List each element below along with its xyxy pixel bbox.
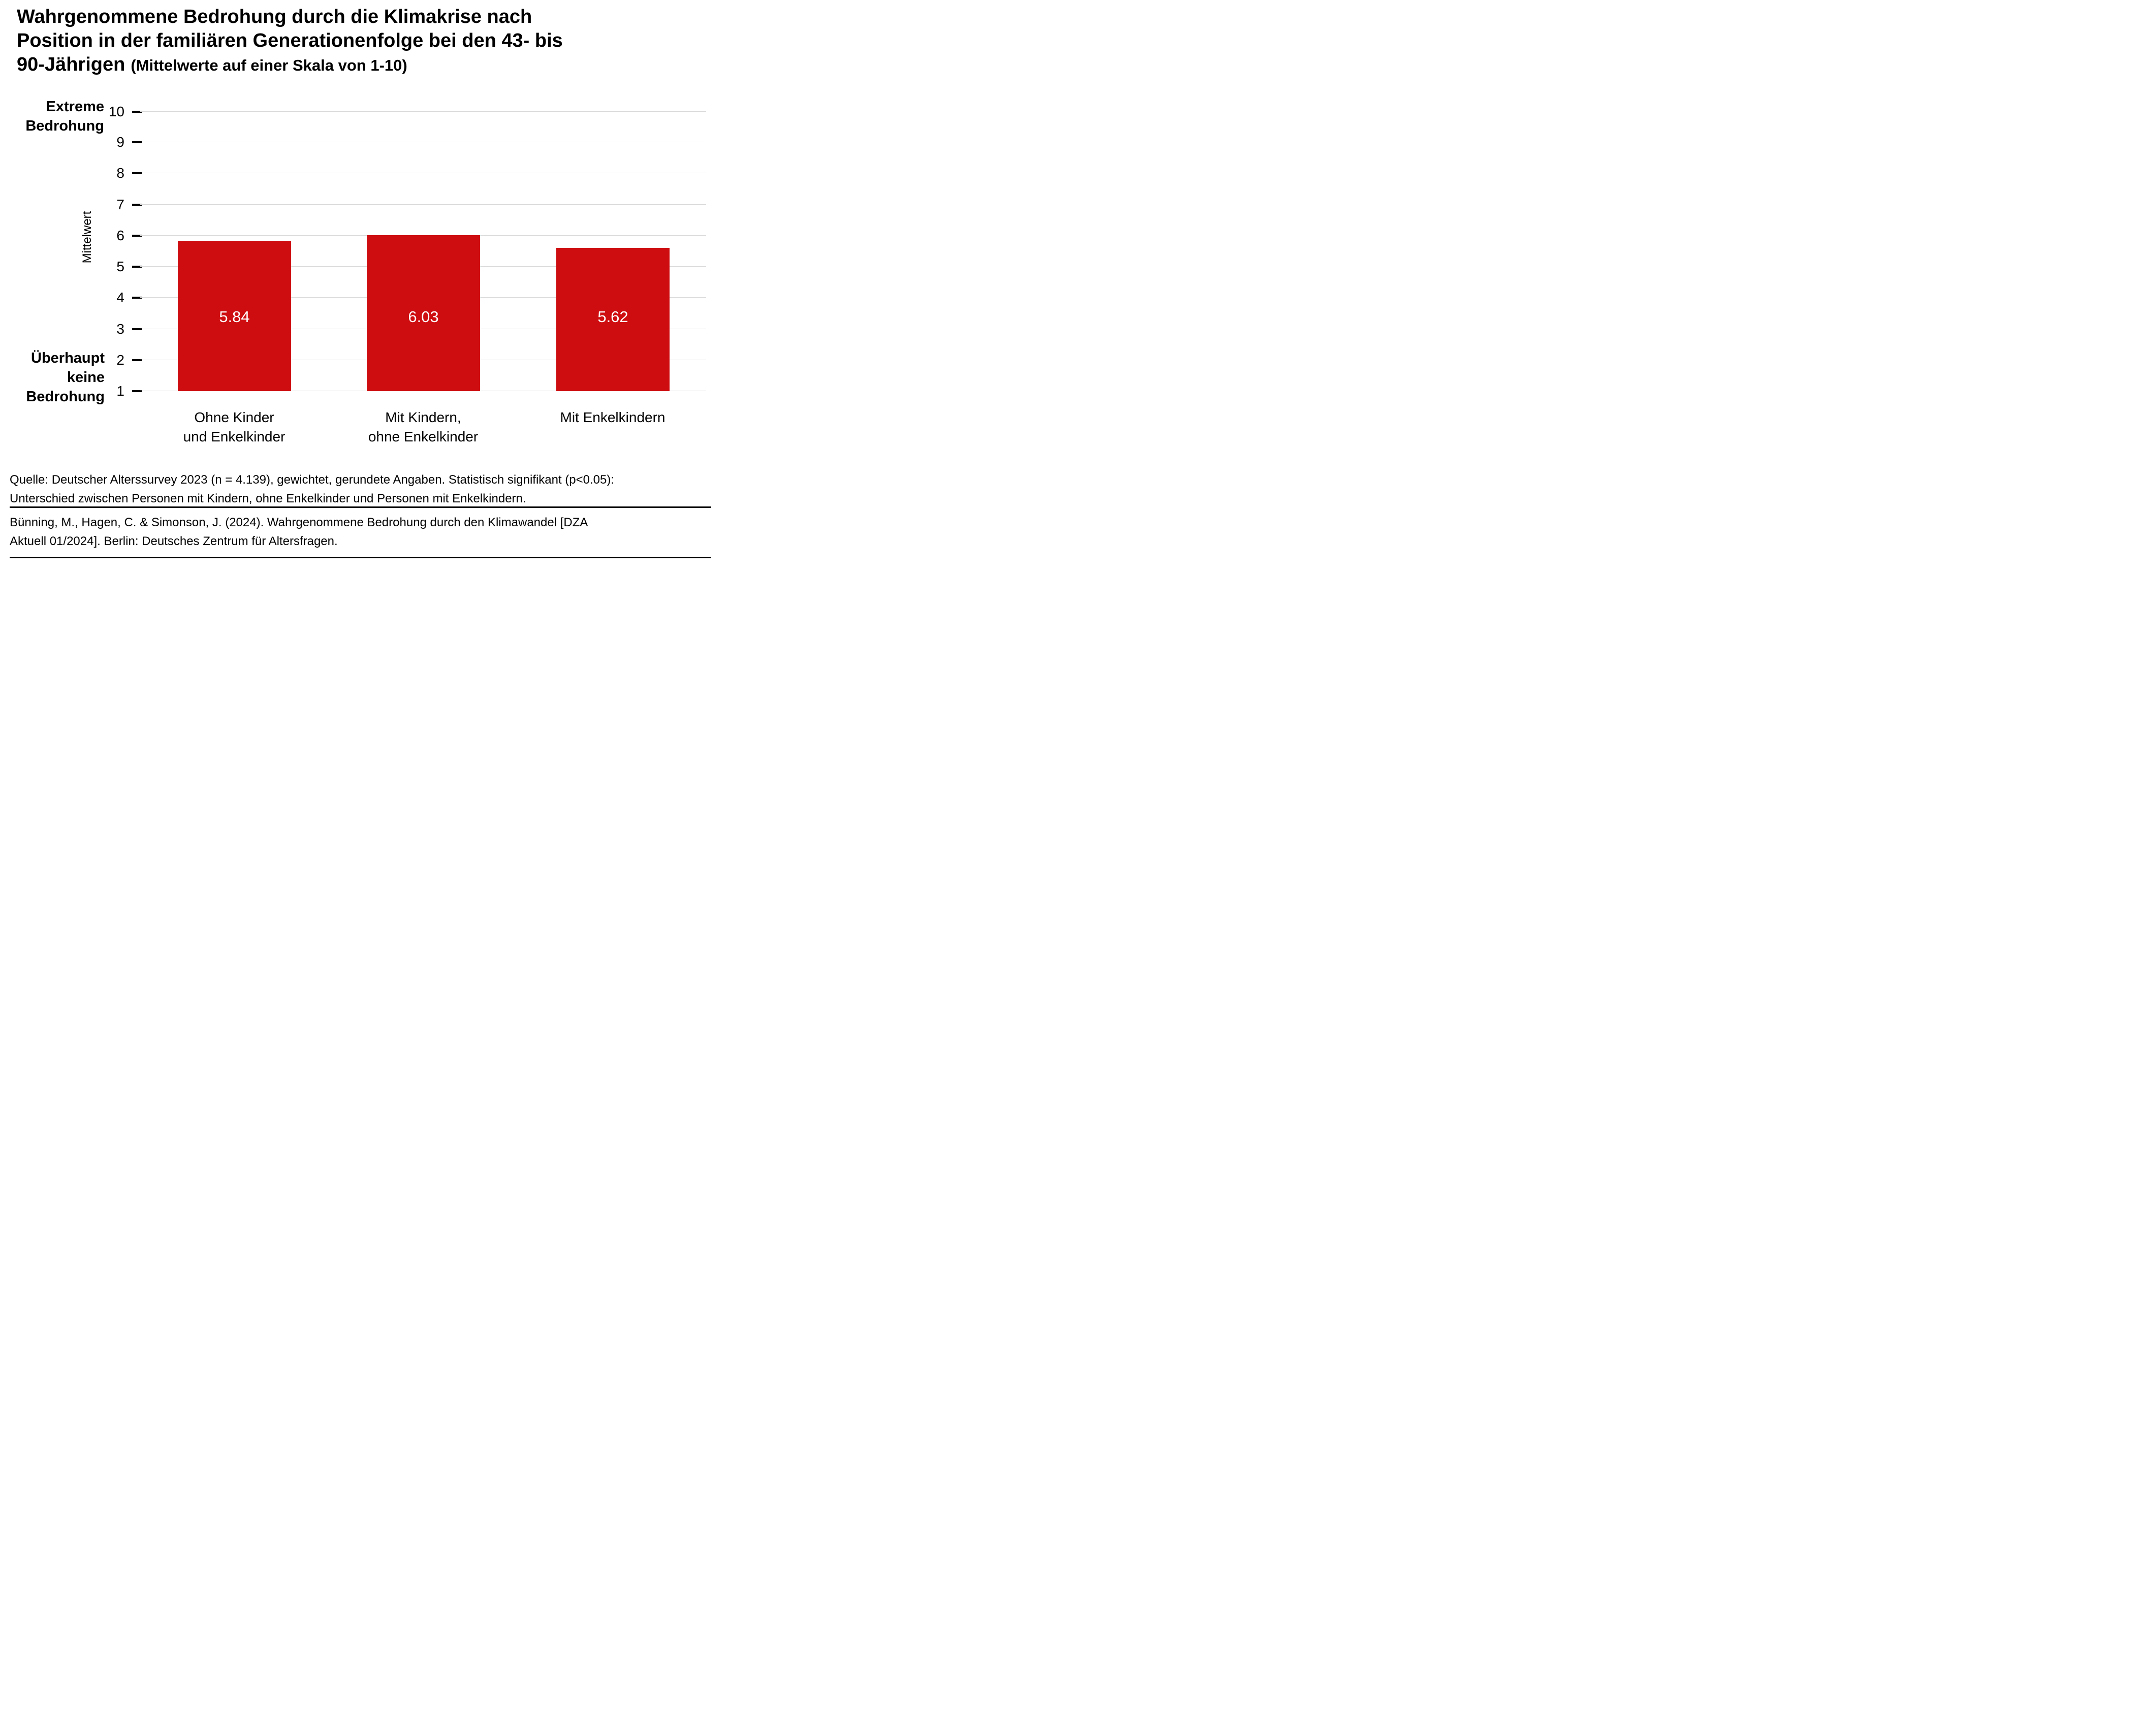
bar-ohne-kinder-und-enkelkinder: 5.84 bbox=[178, 241, 291, 391]
citation-line1: Bünning, M., Hagen, C. & Simonson, J. (2… bbox=[10, 516, 588, 529]
y-tick-label-10: 10 bbox=[108, 104, 124, 119]
y-tick-label-8: 8 bbox=[116, 165, 124, 181]
y-axis-min-label-line3: Bedrohung bbox=[26, 389, 105, 405]
gridline-7 bbox=[140, 204, 706, 205]
y-axis-max-label: Extreme Bedrohung bbox=[0, 97, 104, 136]
y-tick-mark-9 bbox=[132, 141, 142, 143]
bar-value-label: 6.03 bbox=[408, 308, 439, 326]
x-category-label-1-line2: und Enkelkinder bbox=[183, 429, 286, 444]
y-tick-mark-2 bbox=[132, 359, 142, 361]
citation: Bünning, M., Hagen, C. & Simonson, J. (2… bbox=[10, 513, 716, 551]
gridline-10 bbox=[140, 111, 706, 112]
source-note: Quelle: Deutscher Alterssurvey 2023 (n =… bbox=[10, 470, 716, 508]
x-category-label-3-line1: Mit Enkelkindern bbox=[560, 409, 665, 425]
citation-line2: Aktuell 01/2024]. Berlin: Deutsches Zent… bbox=[10, 534, 338, 548]
y-tick-mark-7 bbox=[132, 204, 142, 206]
y-axis-max-label-line2: Bedrohung bbox=[25, 118, 104, 134]
bar-mit-kindern-ohne-enkelkinder: 6.03 bbox=[367, 235, 480, 391]
y-tick-mark-5 bbox=[132, 266, 142, 268]
y-axis-min-label: Überhaupt keine Bedrohung bbox=[0, 348, 105, 406]
source-note-line2: Unterschied zwischen Personen mit Kinder… bbox=[10, 492, 526, 505]
x-category-label-2-line2: ohne Enkelkinder bbox=[368, 429, 479, 444]
y-tick-label-2: 2 bbox=[116, 352, 124, 368]
y-tick-mark-6 bbox=[132, 235, 142, 237]
y-tick-label-1: 1 bbox=[116, 383, 124, 399]
x-category-label-2: Mit Kindern, ohne Enkelkinder bbox=[322, 408, 525, 447]
x-category-label-3: Mit Enkelkindern bbox=[511, 408, 714, 427]
y-axis-min-label-line1: Überhaupt bbox=[31, 350, 105, 366]
y-tick-label-6: 6 bbox=[116, 228, 124, 243]
plot-area: 5.84 6.03 5.62 bbox=[140, 111, 706, 391]
y-tick-label-4: 4 bbox=[116, 290, 124, 305]
y-tick-mark-1 bbox=[132, 390, 142, 392]
y-tick-mark-4 bbox=[132, 297, 142, 299]
chart-title-line2: Position in der familiären Generationenf… bbox=[17, 30, 563, 51]
divider-top bbox=[10, 506, 711, 508]
bar-mit-enkelkindern: 5.62 bbox=[556, 247, 670, 391]
y-tick-label-5: 5 bbox=[116, 259, 124, 274]
y-tick-mark-8 bbox=[132, 172, 142, 174]
y-axis-min-label-line2: keine bbox=[67, 369, 105, 386]
divider-bottom bbox=[10, 557, 711, 558]
y-tick-label-7: 7 bbox=[116, 197, 124, 212]
y-tick-mark-3 bbox=[132, 328, 142, 330]
y-tick-label-3: 3 bbox=[116, 321, 124, 337]
x-category-label-1: Ohne Kinder und Enkelkinder bbox=[133, 408, 336, 447]
bar-value-label: 5.62 bbox=[597, 308, 628, 326]
y-axis-max-label-line1: Extreme bbox=[46, 99, 104, 115]
x-category-label-2-line1: Mit Kindern, bbox=[385, 409, 461, 425]
y-tick-label-9: 9 bbox=[116, 134, 124, 150]
chart-title-line3: 90-Jährigen (Mittelwerte auf einer Skala … bbox=[17, 53, 697, 77]
chart-title-line1: Wahrgenommene Bedrohung durch die Klimak… bbox=[17, 6, 532, 27]
y-tick-mark-10 bbox=[132, 111, 142, 113]
chart-title-line3-main: 90-Jährigen bbox=[17, 54, 125, 75]
source-note-line1: Quelle: Deutscher Alterssurvey 2023 (n =… bbox=[10, 473, 615, 487]
chart-title: Wahrgenommene Bedrohung durch die Klimak… bbox=[17, 5, 697, 77]
x-category-label-1-line1: Ohne Kinder bbox=[194, 409, 274, 425]
bar-value-label: 5.84 bbox=[219, 308, 250, 326]
chart-title-subtitle: (Mittelwerte auf einer Skala von 1-10) bbox=[131, 56, 407, 74]
